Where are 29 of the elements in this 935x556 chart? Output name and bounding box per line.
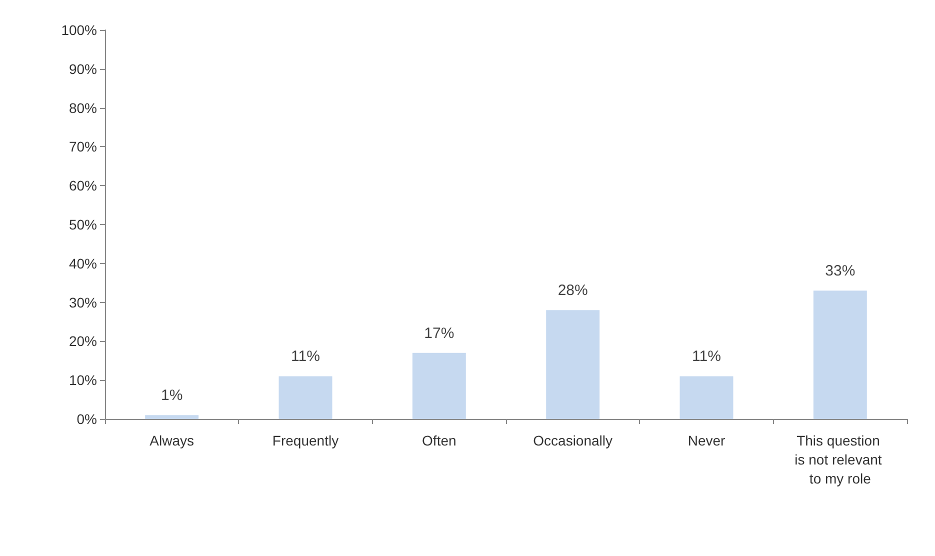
- x-tick-label: Never: [688, 432, 726, 448]
- bar: [412, 352, 466, 419]
- y-tick-label: 0%: [76, 411, 97, 427]
- x-tick-label: Always: [150, 432, 194, 448]
- y-tick-label: 50%: [68, 216, 97, 232]
- bar: [546, 310, 600, 419]
- bar: [145, 415, 199, 419]
- y-tick-label: 100%: [61, 22, 97, 38]
- x-tick-label: Often: [422, 432, 456, 448]
- data-label: 28%: [558, 282, 588, 300]
- y-tick-label: 30%: [68, 294, 97, 310]
- x-tick-label: Occasionally: [533, 432, 613, 448]
- bar: [680, 376, 734, 419]
- y-tick-label: 10%: [68, 372, 97, 388]
- y-tick-label: 70%: [68, 138, 97, 155]
- y-tick-label: 20%: [68, 333, 97, 350]
- x-tick-label: Frequently: [272, 432, 339, 448]
- data-label: 11%: [692, 348, 721, 366]
- data-label: 33%: [825, 262, 856, 280]
- data-label: 1%: [160, 387, 183, 404]
- data-label: 17%: [424, 324, 454, 342]
- y-tick-label: 40%: [68, 255, 97, 272]
- bar: [278, 376, 332, 419]
- x-tick-label: This question is not relevant to my role: [794, 432, 886, 486]
- y-tick-label: 90%: [68, 60, 97, 77]
- y-tick-label: 60%: [68, 178, 97, 194]
- bar: [813, 290, 867, 419]
- data-label: 11%: [291, 348, 320, 366]
- y-tick-label: 80%: [68, 100, 97, 116]
